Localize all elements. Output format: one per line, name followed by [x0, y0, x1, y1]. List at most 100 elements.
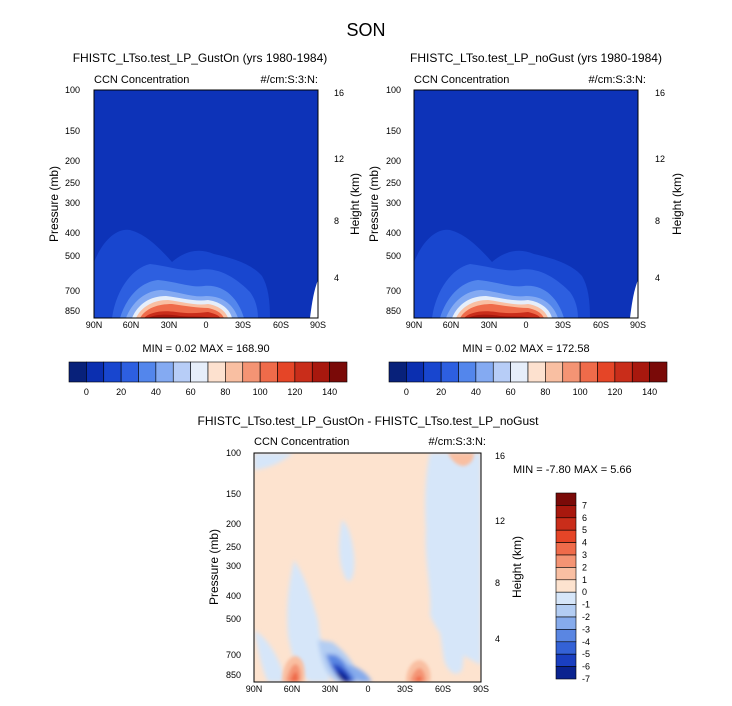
- y-tick-label: 300: [386, 198, 401, 208]
- y2-tick-label: 4: [495, 634, 500, 644]
- panel-title: FHISTC_LTso.test_LP_GustOn (yrs 1980-198…: [73, 51, 328, 65]
- x-tick-label: 90S: [473, 684, 489, 694]
- colorbar-swatch: [242, 361, 261, 383]
- colorbar-swatch: [555, 529, 577, 543]
- y-tick-label: 200: [65, 156, 80, 166]
- y2-tick-label: 12: [495, 516, 505, 526]
- colorbar-swatch: [555, 641, 577, 655]
- y-tick-label: 850: [226, 670, 241, 680]
- colorbar-swatch: [172, 361, 191, 383]
- colorbar-swatch: [649, 361, 668, 383]
- pressure-axis-ticks: 100 150 200 250 300 400 500 700 850: [386, 85, 401, 316]
- y-tick-label: 300: [226, 561, 241, 571]
- x-tick-label: 0: [365, 684, 370, 694]
- colorbar-label: 120: [287, 387, 302, 397]
- colorbar-swatch: [294, 361, 313, 383]
- colorbar-label: 140: [322, 387, 337, 397]
- y2-tick-label: 12: [334, 154, 344, 164]
- colorbar-swatch: [440, 361, 459, 383]
- colorbar-swatch: [555, 517, 577, 531]
- panel-gust-on: FHISTC_LTso.test_LP_GustOn (yrs 1980-198…: [47, 51, 362, 397]
- colorbar-swatch: [388, 361, 407, 383]
- min-max-stats: MIN = -7.80 MAX = 5.66: [513, 464, 632, 476]
- contour-field: [254, 453, 481, 682]
- panel-difference: FHISTC_LTso.test_LP_GustOn - FHISTC_LTso…: [197, 414, 631, 694]
- y2-tick-label: 8: [655, 216, 660, 226]
- colorbar-swatch: [555, 542, 577, 556]
- y2-tick-label: 8: [334, 216, 339, 226]
- y2-axis-label: Height (km): [510, 536, 524, 598]
- height-axis-ticks: 16 12 8 4: [334, 88, 344, 283]
- colorbar-label: 60: [506, 387, 516, 397]
- colorbar-label: -7: [582, 674, 590, 684]
- colorbar-swatch: [103, 361, 122, 383]
- units-label: #/cm:S:3:N:: [261, 74, 318, 86]
- colorbar-swatch: [631, 361, 650, 383]
- y2-tick-label: 16: [334, 88, 344, 98]
- y-tick-label: 200: [226, 519, 241, 529]
- y-tick-label: 400: [386, 228, 401, 238]
- variable-label: CCN Concentration: [254, 436, 349, 448]
- colorbar-label: 1: [582, 575, 587, 585]
- colorbar-label: -3: [582, 624, 590, 634]
- colorbar-label: 4: [582, 538, 587, 548]
- colorbar: 7 6 5 4 3 2 1 0 -1 -2 -3 -4 -5 -6 -7: [555, 492, 590, 684]
- latitude-axis-ticks: 90N 60N 30N 0 30S 60S 90S: [246, 684, 489, 694]
- y-tick-label: 250: [386, 178, 401, 188]
- y2-tick-label: 4: [655, 273, 660, 283]
- variable-label: CCN Concentration: [94, 74, 189, 86]
- colorbar: 0 20 40 60 80 100 120 140: [68, 361, 348, 397]
- y2-tick-label: 8: [495, 578, 500, 588]
- y-axis-label: Pressure (mb): [207, 529, 221, 605]
- colorbar-swatch: [555, 554, 577, 568]
- colorbar-label: 40: [151, 387, 161, 397]
- y2-tick-label: 12: [655, 154, 665, 164]
- colorbar-label: 120: [607, 387, 622, 397]
- colorbar-label: 140: [642, 387, 657, 397]
- y2-axis-label: Height (km): [670, 173, 684, 235]
- colorbar-label: 60: [186, 387, 196, 397]
- colorbar-label: 40: [471, 387, 481, 397]
- colorbar-swatch: [492, 361, 511, 383]
- colorbar-swatch: [597, 361, 616, 383]
- colorbar-label: 100: [253, 387, 268, 397]
- colorbar-label: 100: [573, 387, 588, 397]
- x-tick-label: 30N: [161, 320, 178, 330]
- colorbar-label: 3: [582, 550, 587, 560]
- colorbar-swatch: [555, 604, 577, 618]
- colorbar-swatch: [579, 361, 598, 383]
- y2-axis-label: Height (km): [348, 173, 362, 235]
- colorbar-label: 6: [582, 513, 587, 523]
- colorbar-swatch: [555, 629, 577, 643]
- figure-title: SON: [346, 20, 385, 40]
- x-tick-label: 90N: [406, 320, 423, 330]
- colorbar-label: -6: [582, 662, 590, 672]
- y-tick-label: 400: [65, 228, 80, 238]
- y-tick-label: 100: [226, 448, 241, 458]
- colorbar-swatch: [555, 653, 577, 667]
- y-tick-label: 300: [65, 198, 80, 208]
- colorbar-swatch: [277, 361, 296, 383]
- colorbar-swatch: [555, 579, 577, 593]
- y2-tick-label: 16: [495, 451, 505, 461]
- pressure-axis-ticks: 100 150 200 250 300 400 500 700 850: [226, 448, 241, 680]
- y-tick-label: 150: [65, 126, 80, 136]
- y-tick-label: 500: [386, 251, 401, 261]
- colorbar-label: 80: [540, 387, 550, 397]
- colorbar-label: -4: [582, 637, 590, 647]
- x-tick-label: 30S: [555, 320, 571, 330]
- x-tick-label: 60N: [284, 684, 301, 694]
- contour-field: [414, 90, 638, 318]
- colorbar-swatch: [68, 361, 87, 383]
- panel-title: FHISTC_LTso.test_LP_noGust (yrs 1980-198…: [410, 51, 662, 65]
- contour-field: [94, 90, 318, 318]
- colorbar-swatch: [555, 567, 577, 581]
- y-tick-label: 850: [65, 306, 80, 316]
- panel-title: FHISTC_LTso.test_LP_GustOn - FHISTC_LTso…: [197, 414, 539, 428]
- colorbar-swatch: [510, 361, 529, 383]
- y-tick-label: 400: [226, 591, 241, 601]
- x-tick-label: 90N: [86, 320, 103, 330]
- y-tick-label: 500: [226, 614, 241, 624]
- x-tick-label: 60S: [593, 320, 609, 330]
